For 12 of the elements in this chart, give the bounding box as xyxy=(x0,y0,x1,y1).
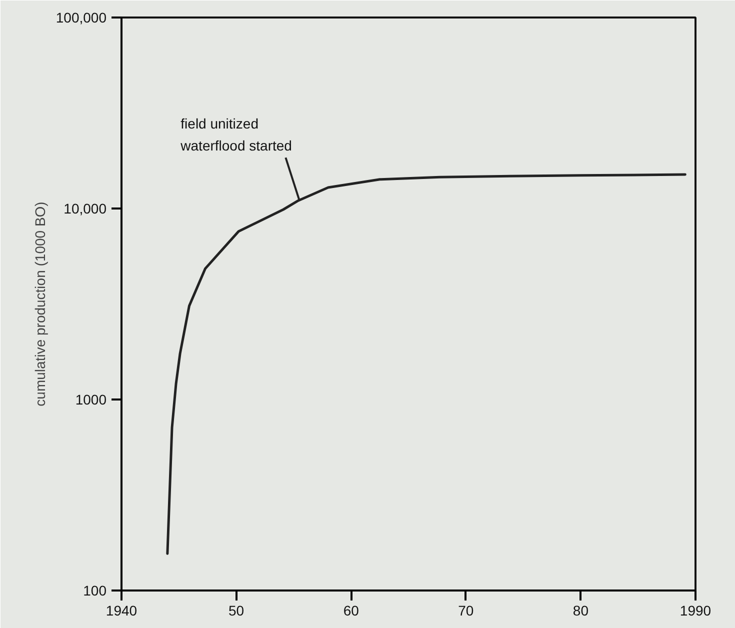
y-tick-label: 1000 xyxy=(75,392,107,408)
x-tick-label: 50 xyxy=(228,602,244,618)
x-tick-label: 60 xyxy=(343,602,360,618)
y-tick-label: 100,000 xyxy=(56,10,107,26)
x-tick-label: 80 xyxy=(572,602,589,618)
x-tick-label: 70 xyxy=(458,602,474,618)
x-tick-label: 1990 xyxy=(680,602,712,618)
y-tick-label: 100 xyxy=(83,582,107,598)
y-tick-label: 10,000 xyxy=(64,200,107,216)
annotation: field unitized waterflood started xyxy=(180,116,292,154)
y-axis-title: cumulative production (1000 BO) xyxy=(32,202,48,406)
x-tick-label: 1940 xyxy=(106,602,138,618)
